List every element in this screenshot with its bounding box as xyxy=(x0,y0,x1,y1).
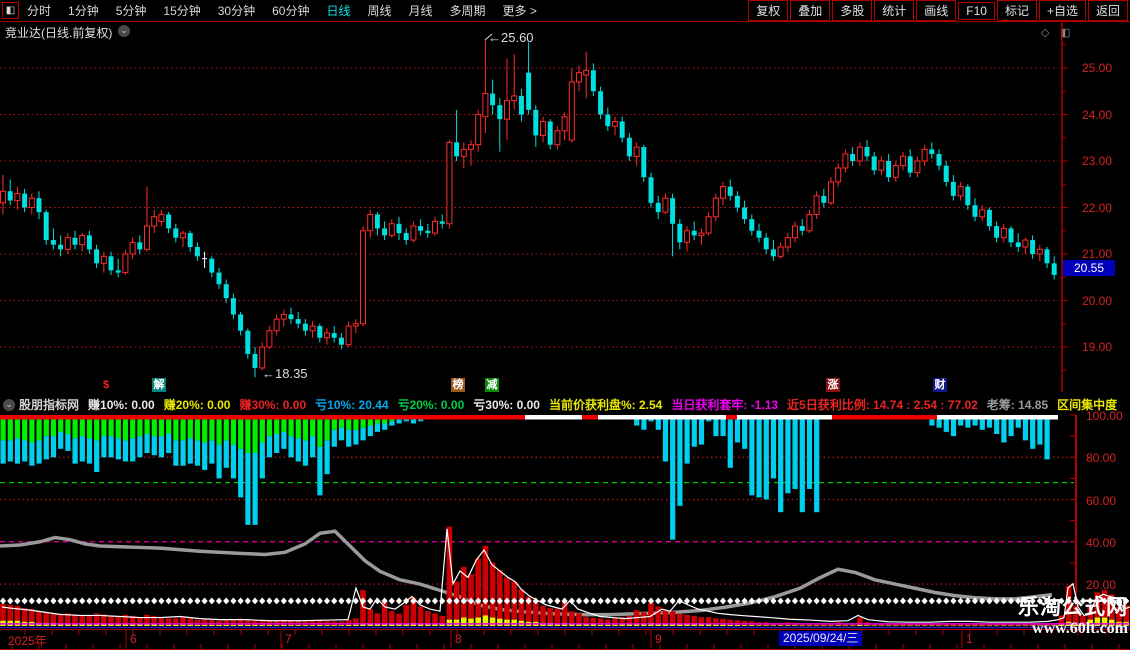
toolbar-button-+自选[interactable]: +自选 xyxy=(1038,0,1086,21)
watermark-url: www.60lt.com xyxy=(1032,620,1128,638)
price-axis-label: 23.00 xyxy=(1082,154,1113,168)
indicator-gridlines xyxy=(0,456,1074,585)
period-tabs: 分时 1分钟 5分钟 15分钟 30分钟 60分钟 日线 周线 月线 多周期 更多 > xyxy=(27,2,554,19)
toolbar-button-画线[interactable]: 画线 xyxy=(916,0,957,21)
annotation-arrows xyxy=(484,33,493,41)
current-price-badge: 20.55 xyxy=(1063,260,1115,276)
toolbar-button-多股[interactable]: 多股 xyxy=(832,0,873,21)
indicator-stat: 亏10%: 20.44 xyxy=(315,398,389,412)
event-marker-榜[interactable]: 榜 xyxy=(451,378,465,392)
indicator-stat: 亏30%: 0.00 xyxy=(473,398,540,412)
toolbar-actions: 复权 叠加 多股 统计 画线 F10 标记 +自选 返回 xyxy=(746,0,1128,21)
time-axis-label: 1 xyxy=(966,632,973,646)
period-tab-多周期[interactable]: 多周期 xyxy=(449,4,486,18)
time-axis-label: 9 xyxy=(655,632,662,646)
price-axis-label: 19.00 xyxy=(1082,340,1113,354)
crosshair-date-badge: 2025/09/24/三 xyxy=(779,631,863,646)
baselines xyxy=(0,623,1130,629)
time-axis-label: 7 xyxy=(285,632,292,646)
diamond-row xyxy=(0,597,1130,605)
indicator-header: ⌄ 股朋指标网 赚10%: 0.00 赚20%: 0.00 赚30%: 0.00 亏1… xyxy=(0,395,1130,414)
window-layout-icon[interactable]: ◧ xyxy=(2,2,19,19)
toolbar-button-复权[interactable]: 复权 xyxy=(748,0,789,21)
price-axis-label: 22.00 xyxy=(1082,200,1113,215)
chip-distribution-bars xyxy=(0,419,1050,540)
indicator-name[interactable]: 股朋指标网 xyxy=(19,398,80,412)
time-axis-label: 6 xyxy=(130,632,137,646)
period-tab-15分钟[interactable]: 15分钟 xyxy=(163,4,201,18)
time-axis-ticks xyxy=(11,630,1120,649)
indicator-stat: 老筹: 14.85 xyxy=(986,398,1049,412)
indicator-stat: 赚10%: 0.00 xyxy=(88,398,155,412)
time-axis-label: 2025年 xyxy=(8,634,47,648)
indicator-stat: 近5日获利比例: 14.74 : 2.54 : 77.02 xyxy=(787,398,978,412)
event-marker-减[interactable]: 减 xyxy=(485,378,499,392)
indicator-stat: 赚20%: 0.00 xyxy=(163,398,231,412)
bottom-bars xyxy=(0,526,1129,627)
toolbar-button-标记[interactable]: 标记 xyxy=(996,0,1037,21)
event-marker-解[interactable]: 解 xyxy=(152,378,166,392)
price-gridlines xyxy=(0,67,1058,348)
period-tab-周线[interactable]: 周线 xyxy=(367,4,392,18)
time-axis[interactable]: 2025年 6 7 8 9 1 2025/09/24/三 xyxy=(0,629,1130,650)
toolbar-button-叠加[interactable]: 叠加 xyxy=(790,0,831,21)
price-axis-label: 25.00 xyxy=(1082,61,1113,75)
indicator-stat: 当前价获利盘%: 2.54 xyxy=(549,398,663,412)
diamond-icon[interactable]: ◇ xyxy=(1041,27,1050,39)
toolbar-button-F10[interactable]: F10 xyxy=(958,1,995,20)
price-axis-label: 24.00 xyxy=(1082,107,1113,122)
period-tab-日线[interactable]: 日线 xyxy=(326,4,351,18)
indicator-axis-frame xyxy=(1070,414,1077,629)
period-tab-60分钟[interactable]: 60分钟 xyxy=(272,4,310,18)
stock-title: 竞业达(日线.前复权) xyxy=(5,26,113,40)
indicator-stat: 区间集中度 xyxy=(1057,398,1118,412)
indicator-values: 赚10%: 0.00 赚20%: 0.00 赚30%: 0.00 亏10%: 20.4… xyxy=(88,396,1126,413)
low-price-annotation: ←18.35 xyxy=(262,366,308,381)
price-axis-label: 20.00 xyxy=(1082,293,1113,308)
indicator-stat: 当日获利套牢: -1.13 xyxy=(671,398,779,412)
event-marker-涨[interactable]: 涨 xyxy=(826,378,840,392)
event-marker-$[interactable]: $ xyxy=(102,379,110,391)
indicator-collapse-icon[interactable]: ⌄ xyxy=(3,398,15,411)
indicator-stat: 赚30%: 0.00 xyxy=(239,398,307,412)
indicator-axis-label: 60.00 xyxy=(1086,493,1117,508)
period-tab-30分钟[interactable]: 30分钟 xyxy=(217,4,256,18)
indicator-axis-label: 100.00 xyxy=(1086,409,1123,423)
indicator-axis-label: 20.00 xyxy=(1086,578,1117,593)
candlestick-layer xyxy=(0,40,1057,378)
indicator-axis-label: 80.00 xyxy=(1086,451,1117,466)
toolbar-button-统计[interactable]: 统计 xyxy=(874,0,915,21)
price-axis-label: 21.00 xyxy=(1082,247,1113,261)
toolbar-button-返回[interactable]: 返回 xyxy=(1087,0,1128,21)
high-price-annotation: ←25.60 xyxy=(488,30,534,45)
title-row: 竞业达(日线.前复权) ⌄ ◇ ◧ xyxy=(0,22,1130,40)
period-tab-月线[interactable]: 月线 xyxy=(408,4,433,18)
collapse-chevron-icon[interactable]: ⌄ xyxy=(118,25,130,37)
price-axis-frame xyxy=(1061,22,1068,392)
period-tab-1分钟[interactable]: 1分钟 xyxy=(68,4,99,18)
period-tab-更多 >[interactable]: 更多 > xyxy=(502,4,537,18)
period-tab-5分钟[interactable]: 5分钟 xyxy=(115,4,147,18)
period-toolbar: ◧ 分时 1分钟 5分钟 15分钟 30分钟 60分钟 日线 周线 月线 多周期 更多 > 复权 叠加… xyxy=(0,0,1130,22)
watermark: 乐淘公式网 www.60lt.com xyxy=(1002,596,1128,639)
chip-top-strip xyxy=(0,415,1058,420)
indicator-stat: 亏20%: 0.00 xyxy=(397,398,465,412)
split-window-icon[interactable]: ◧ xyxy=(1060,27,1071,39)
event-marker-财[interactable]: 财 xyxy=(933,378,947,392)
indicator-axis-label: 40.00 xyxy=(1086,535,1117,550)
watermark-site-name: 乐淘公式网 xyxy=(1018,596,1128,619)
period-tab-分时[interactable]: 分时 xyxy=(27,4,52,18)
time-axis-label: 8 xyxy=(455,632,462,646)
